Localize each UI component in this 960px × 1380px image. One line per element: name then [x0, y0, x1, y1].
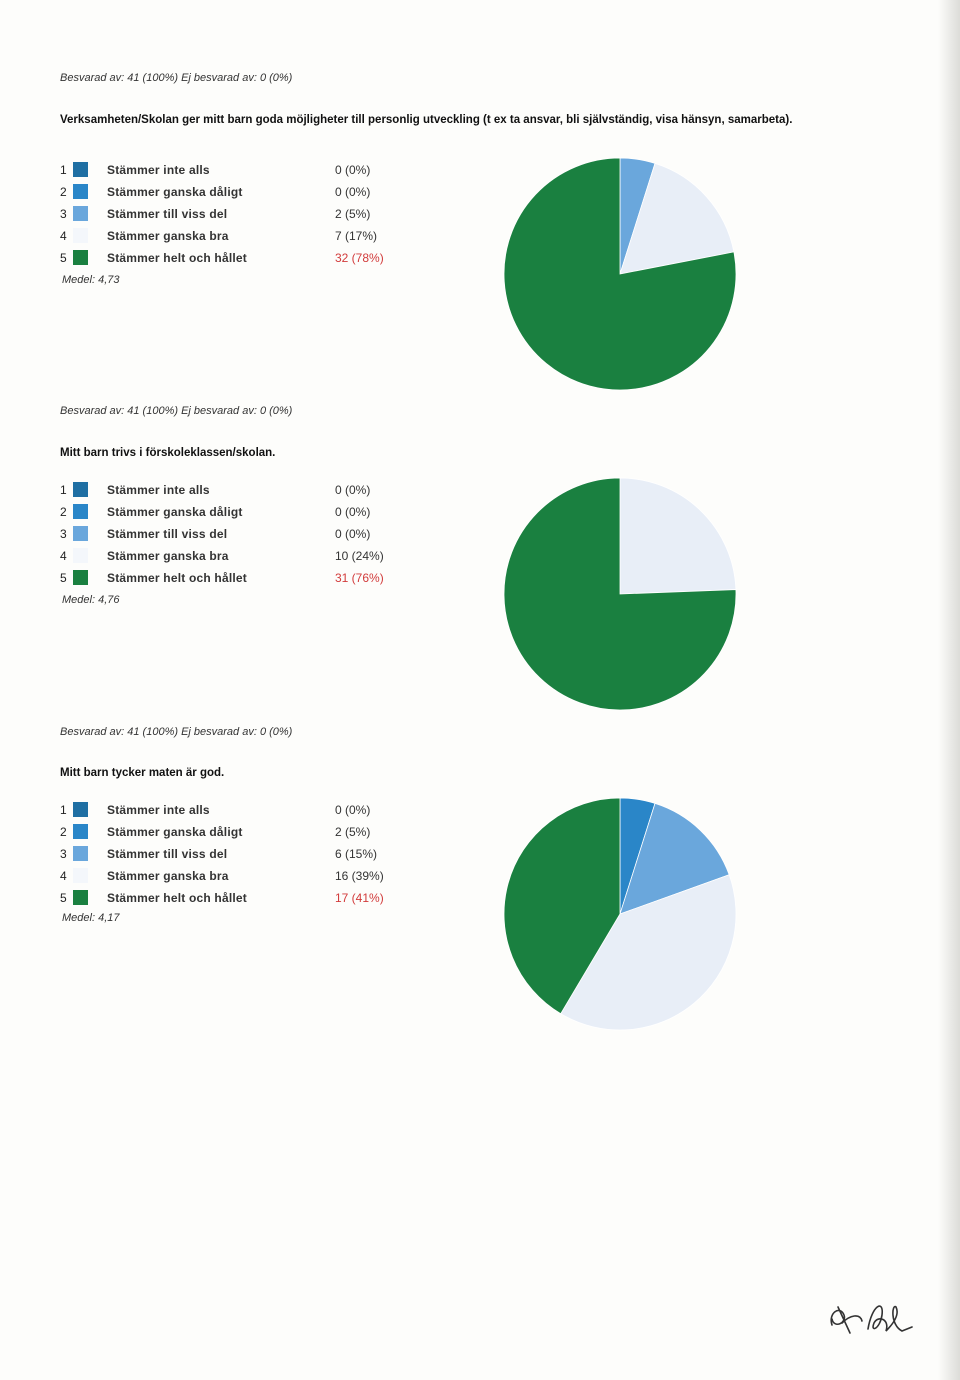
- legend-value: 0 (0%): [335, 803, 371, 817]
- legend-swatch: [73, 504, 88, 519]
- legend-value: 2 (5%): [335, 207, 371, 221]
- handwritten-signature: [830, 1305, 913, 1334]
- legend-item: 4 Stämmer ganska bra 16 (39%): [60, 866, 420, 888]
- legend-label: Stämmer ganska dåligt: [107, 185, 243, 199]
- legend-label: Stämmer ganska dåligt: [107, 825, 243, 839]
- legend-number: 3: [60, 847, 67, 861]
- legend-number: 3: [60, 527, 67, 541]
- legend-item: 1 Stämmer inte alls 0 (0%): [60, 800, 420, 822]
- legend-item: 2 Stämmer ganska dåligt 0 (0%): [60, 502, 420, 524]
- legend-value: 17 (41%): [335, 891, 384, 905]
- legend-value: 0 (0%): [335, 505, 371, 519]
- legend-item: 2 Stämmer ganska dåligt 2 (5%): [60, 822, 420, 844]
- legend-item: 2 Stämmer ganska dåligt 0 (0%): [60, 182, 420, 204]
- pie-chart: [503, 477, 737, 711]
- legend-swatch: [73, 250, 88, 265]
- legend-label: Stämmer till viss del: [107, 207, 228, 221]
- answered-count: Besvarad av: 41 (100%) Ej besvarad av: 0…: [60, 72, 293, 84]
- mean-value: Medel: 4,17: [62, 912, 120, 924]
- legend-swatch: [73, 184, 88, 199]
- chart-legend: 1 Stämmer inte alls 0 (0%) 2 Stämmer ganska…: [60, 800, 420, 910]
- legend-item: 3 Stämmer till viss del 0 (0%): [60, 524, 420, 546]
- pie-chart: [503, 797, 737, 1031]
- legend-number: 1: [60, 163, 67, 177]
- legend-swatch: [73, 802, 88, 817]
- question-title: Verksamheten/Skolan ger mitt barn goda m…: [60, 114, 793, 126]
- legend-label: Stämmer ganska dåligt: [107, 505, 243, 519]
- chart-legend: 1 Stämmer inte alls 0 (0%) 2 Stämmer ganska…: [60, 480, 420, 590]
- legend-number: 2: [60, 185, 67, 199]
- legend-value: 0 (0%): [335, 185, 371, 199]
- legend-number: 2: [60, 825, 67, 839]
- legend-number: 5: [60, 891, 67, 905]
- legend-value: 0 (0%): [335, 483, 371, 497]
- legend-swatch: [73, 548, 88, 563]
- pie-slice-4: [619, 477, 737, 595]
- pie-slice-4: [560, 874, 737, 1031]
- legend-item: 4 Stämmer ganska bra 10 (24%): [60, 546, 420, 568]
- chart-legend: 1 Stämmer inte alls 0 (0%) 2 Stämmer ganska…: [60, 160, 420, 270]
- mean-value: Medel: 4,73: [62, 274, 120, 286]
- legend-value: 16 (39%): [335, 869, 384, 883]
- legend-item: 5 Stämmer helt och hållet 17 (41%): [60, 888, 420, 910]
- pie-slice-5: [503, 157, 737, 391]
- legend-swatch: [73, 482, 88, 497]
- legend-value: 0 (0%): [335, 163, 371, 177]
- legend-label: Stämmer inte alls: [107, 483, 210, 497]
- legend-label: Stämmer till viss del: [107, 527, 228, 541]
- legend-value: 7 (17%): [335, 229, 378, 243]
- question-title: Mitt barn tycker maten är god.: [60, 767, 225, 779]
- mean-value: Medel: 4,76: [62, 594, 120, 606]
- question-title: Mitt barn trivs i förskoleklassen/skolan…: [60, 447, 276, 459]
- legend-swatch: [73, 228, 88, 243]
- legend-value: 32 (78%): [335, 251, 384, 265]
- legend-value: 31 (76%): [335, 571, 384, 585]
- legend-swatch: [73, 162, 88, 177]
- answered-count: Besvarad av: 41 (100%) Ej besvarad av: 0…: [60, 726, 293, 738]
- legend-value: 10 (24%): [335, 549, 384, 563]
- pie-slice-4: [619, 162, 735, 275]
- legend-swatch: [73, 890, 88, 905]
- legend-number: 5: [60, 251, 67, 265]
- legend-label: Stämmer ganska bra: [107, 549, 229, 563]
- legend-item: 5 Stämmer helt och hållet 31 (76%): [60, 568, 420, 590]
- legend-number: 2: [60, 505, 67, 519]
- legend-number: 5: [60, 571, 67, 585]
- legend-swatch: [73, 206, 88, 221]
- page-edge-shadow: [938, 0, 960, 1380]
- legend-value: 2 (5%): [335, 825, 371, 839]
- legend-value: 0 (0%): [335, 527, 371, 541]
- legend-swatch: [73, 824, 88, 839]
- legend-number: 4: [60, 549, 67, 563]
- legend-number: 1: [60, 483, 67, 497]
- legend-item: 3 Stämmer till viss del 2 (5%): [60, 204, 420, 226]
- legend-item: 1 Stämmer inte alls 0 (0%): [60, 160, 420, 182]
- legend-item: 3 Stämmer till viss del 6 (15%): [60, 844, 420, 866]
- pie-slice-5: [503, 797, 621, 1015]
- legend-number: 4: [60, 869, 67, 883]
- legend-label: Stämmer ganska bra: [107, 869, 229, 883]
- legend-label: Stämmer helt och hållet: [107, 891, 247, 905]
- legend-label: Stämmer inte alls: [107, 803, 210, 817]
- legend-value: 6 (15%): [335, 847, 378, 861]
- legend-label: Stämmer ganska bra: [107, 229, 229, 243]
- legend-number: 4: [60, 229, 67, 243]
- legend-swatch: [73, 526, 88, 541]
- legend-swatch: [73, 868, 88, 883]
- legend-number: 1: [60, 803, 67, 817]
- legend-swatch: [73, 846, 88, 861]
- legend-label: Stämmer till viss del: [107, 847, 228, 861]
- pie-slice-5: [503, 477, 737, 711]
- answered-count: Besvarad av: 41 (100%) Ej besvarad av: 0…: [60, 405, 293, 417]
- legend-label: Stämmer helt och hållet: [107, 251, 247, 265]
- legend-number: 3: [60, 207, 67, 221]
- legend-item: 5 Stämmer helt och hållet 32 (78%): [60, 248, 420, 270]
- pie-chart: [503, 157, 737, 391]
- legend-item: 1 Stämmer inte alls 0 (0%): [60, 480, 420, 502]
- legend-item: 4 Stämmer ganska bra 7 (17%): [60, 226, 420, 248]
- pie-slice-3: [619, 802, 730, 915]
- legend-swatch: [73, 570, 88, 585]
- legend-label: Stämmer inte alls: [107, 163, 210, 177]
- legend-label: Stämmer helt och hållet: [107, 571, 247, 585]
